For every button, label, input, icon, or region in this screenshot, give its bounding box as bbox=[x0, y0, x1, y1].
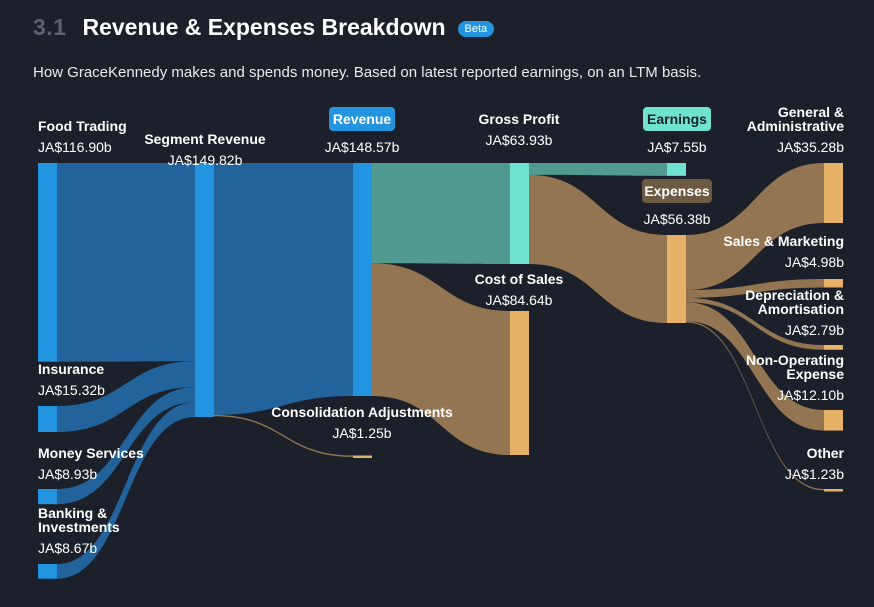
node-money-services[interactable] bbox=[38, 489, 57, 505]
node-label-general-admin-line-1: General & bbox=[778, 104, 844, 120]
link-banking-to-segment-revenue bbox=[57, 402, 195, 579]
sankey-links bbox=[57, 163, 824, 579]
node-value-banking: JA$8.67b bbox=[38, 540, 97, 556]
node-value-segment-revenue: JA$149.82b bbox=[168, 152, 243, 168]
node-label-segment-revenue: Segment Revenue bbox=[144, 131, 266, 147]
node-label-consolidation: Consolidation Adjustments bbox=[271, 404, 453, 420]
sankey-labels: Food Trading JA$116.90b Insurance JA$15.32b… bbox=[38, 104, 845, 556]
link-food-trading-to-segment-revenue bbox=[57, 163, 195, 362]
node-gross-profit[interactable] bbox=[510, 163, 529, 264]
label-group-depreciation: Depreciation &Amortisation JA$2.79b bbox=[745, 287, 844, 338]
node-non-operating[interactable] bbox=[824, 410, 843, 431]
node-value-food-trading: JA$116.90b bbox=[38, 139, 112, 155]
label-group-segment-revenue: Segment Revenue JA$149.82b bbox=[144, 131, 266, 168]
node-label-revenue: Revenue bbox=[333, 111, 392, 127]
node-label-sales-marketing: Sales & Marketing bbox=[723, 233, 844, 249]
link-money-services-to-segment-revenue bbox=[57, 387, 195, 505]
node-label-depreciation-line-2: Amortisation bbox=[758, 301, 844, 317]
node-sales-marketing[interactable] bbox=[824, 279, 843, 288]
node-label-other: Other bbox=[807, 445, 845, 461]
node-value-consolidation: JA$1.25b bbox=[332, 425, 391, 441]
pill-earnings bbox=[643, 107, 711, 131]
node-earnings[interactable] bbox=[667, 163, 686, 176]
node-label-depreciation-line-1: Depreciation & bbox=[745, 287, 844, 303]
node-general-admin[interactable] bbox=[824, 163, 843, 223]
node-value-earnings: JA$7.55b bbox=[647, 139, 706, 155]
label-group-food-trading: Food Trading JA$116.90b bbox=[38, 118, 127, 155]
node-label-banking-line-1: Banking & bbox=[38, 505, 107, 521]
node-label-general-admin-line-2: Administrative bbox=[747, 118, 844, 134]
link-segment-revenue-to-consolidation bbox=[214, 414, 353, 457]
pill-expenses bbox=[642, 179, 712, 203]
node-value-other: JA$1.23b bbox=[785, 466, 844, 482]
link-revenue-to-cost-of-sales bbox=[372, 263, 510, 455]
label-group-expenses: Expenses JA$56.38b bbox=[642, 179, 712, 227]
label-group-gross-profit: Gross Profit JA$63.93b bbox=[479, 111, 560, 148]
node-consolidation[interactable] bbox=[353, 455, 372, 459]
link-expenses-to-general-admin bbox=[686, 163, 824, 291]
node-value-expenses: JA$56.38b bbox=[644, 211, 711, 227]
node-value-sales-marketing: JA$4.98b bbox=[785, 254, 844, 270]
label-group-revenue: Revenue JA$148.57b bbox=[325, 107, 400, 155]
section-subtitle: How GraceKennedy makes and spends money.… bbox=[33, 64, 702, 81]
node-other[interactable] bbox=[824, 489, 843, 492]
label-group-general-admin: General &Administrative JA$35.28b bbox=[747, 104, 844, 155]
page-title: Revenue & Expenses Breakdown bbox=[82, 14, 446, 40]
label-group-insurance: Insurance JA$15.32b bbox=[38, 361, 105, 398]
node-label-earnings: Earnings bbox=[647, 111, 707, 127]
pill-revenue bbox=[329, 107, 395, 131]
node-label-cost-of-sales: Cost of Sales bbox=[475, 271, 564, 287]
link-segment-revenue-to-revenue bbox=[214, 163, 353, 415]
link-expenses-to-depreciation bbox=[686, 297, 824, 350]
label-group-sales-marketing: Sales & Marketing JA$4.98b bbox=[723, 233, 844, 270]
node-banking[interactable] bbox=[38, 564, 57, 579]
section-header: 3.1 Revenue & Expenses Breakdown Beta bbox=[33, 14, 495, 41]
node-cost-of-sales[interactable] bbox=[510, 311, 529, 455]
node-value-depreciation: JA$2.79b bbox=[785, 322, 844, 338]
node-revenue[interactable] bbox=[353, 163, 372, 396]
beta-badge: Beta bbox=[457, 21, 495, 37]
node-value-cost-of-sales: JA$84.64b bbox=[486, 292, 553, 308]
node-value-non-operating: JA$12.10b bbox=[777, 387, 844, 403]
node-value-general-admin: JA$35.28b bbox=[777, 139, 844, 155]
node-label-money-services: Money Services bbox=[38, 445, 144, 461]
node-label-insurance: Insurance bbox=[38, 361, 104, 377]
node-label-non-operating-line-1: Non-Operating bbox=[746, 352, 844, 368]
node-food-trading[interactable] bbox=[38, 163, 57, 362]
label-group-earnings: Earnings JA$7.55b bbox=[643, 107, 711, 155]
node-label-banking-line-2: Investments bbox=[38, 519, 120, 535]
link-insurance-to-segment-revenue bbox=[57, 361, 195, 433]
node-segment-revenue[interactable] bbox=[195, 163, 214, 417]
section-number: 3.1 bbox=[33, 14, 67, 40]
node-label-expenses: Expenses bbox=[644, 183, 710, 199]
link-expenses-to-non-operating bbox=[686, 302, 824, 431]
link-expenses-to-sales-marketing bbox=[686, 279, 824, 298]
node-value-insurance: JA$15.32b bbox=[38, 382, 105, 398]
label-group-consolidation: Consolidation Adjustments JA$1.25b bbox=[271, 404, 453, 441]
node-value-money-services: JA$8.93b bbox=[38, 466, 97, 482]
link-gross-profit-to-earnings bbox=[529, 163, 667, 176]
label-group-other: Other JA$1.23b bbox=[785, 445, 845, 482]
link-expenses-to-other bbox=[686, 321, 824, 491]
node-depreciation[interactable] bbox=[824, 345, 843, 350]
node-label-non-operating-line-2: Expense bbox=[786, 366, 844, 382]
node-value-revenue: JA$148.57b bbox=[325, 139, 400, 155]
node-expenses[interactable] bbox=[667, 235, 686, 323]
label-group-money-services: Money Services JA$8.93b bbox=[38, 445, 144, 482]
node-label-food-trading: Food Trading bbox=[38, 118, 127, 134]
link-gross-profit-to-expenses bbox=[529, 174, 667, 323]
link-revenue-to-gross-profit bbox=[372, 163, 510, 264]
node-label-gross-profit: Gross Profit bbox=[479, 111, 560, 127]
label-group-cost-of-sales: Cost of Sales JA$84.64b bbox=[475, 271, 564, 308]
sankey-nodes bbox=[38, 163, 843, 579]
node-insurance[interactable] bbox=[38, 406, 57, 433]
label-group-banking: Banking &Investments JA$8.67b bbox=[38, 505, 120, 556]
node-value-gross-profit: JA$63.93b bbox=[486, 132, 553, 148]
